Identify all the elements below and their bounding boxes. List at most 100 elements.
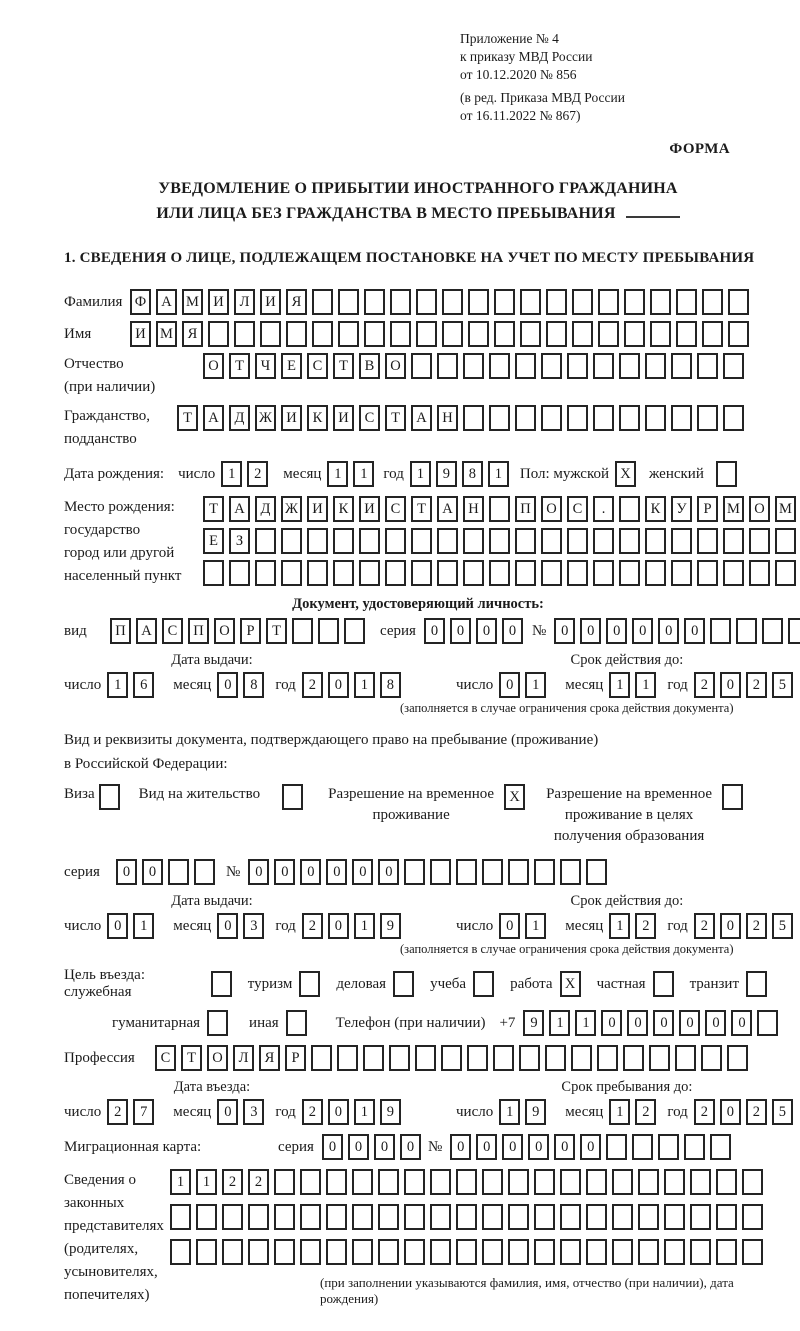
char-cell[interactable] [437,353,458,379]
char-cell[interactable] [292,618,313,644]
char-cell[interactable] [749,528,770,554]
char-cell[interactable] [326,1169,347,1195]
char-cell[interactable] [534,1169,555,1195]
char-cell[interactable]: М [156,321,177,347]
char-cell[interactable]: 0 [719,913,741,939]
char-cell[interactable] [650,321,671,347]
char-cell[interactable] [378,1169,399,1195]
char-cell[interactable] [404,859,426,885]
char-cell[interactable] [723,560,744,586]
char-cell[interactable]: В [359,353,380,379]
char-cell[interactable] [716,1204,737,1230]
char-cell[interactable] [560,1204,581,1230]
char-cell[interactable]: 1 [221,461,243,487]
char-cell[interactable]: 2 [693,672,715,698]
char-cell[interactable] [597,1045,618,1071]
char-cell[interactable] [515,405,536,431]
char-cell[interactable] [170,1239,191,1265]
char-cell[interactable]: 9 [379,913,401,939]
char-cell[interactable]: 1 [525,672,547,698]
char-cell[interactable]: К [333,496,354,522]
char-cell[interactable]: П [188,618,209,644]
char-cell[interactable] [762,618,784,644]
char-cell[interactable] [619,353,640,379]
char-cell[interactable]: О [207,1045,228,1071]
char-cell[interactable]: У [671,496,692,522]
char-cell[interactable] [697,353,718,379]
char-cell[interactable] [649,1045,670,1071]
char-cell[interactable] [586,859,608,885]
char-cell[interactable]: 1 [196,1169,217,1195]
char-cell[interactable] [572,289,593,315]
char-cell[interactable] [489,353,510,379]
char-cell[interactable]: 0 [658,618,680,644]
char-cell[interactable] [389,1045,410,1071]
char-cell[interactable] [344,618,365,644]
char-cell[interactable] [546,321,567,347]
char-cell[interactable]: 0 [719,1099,741,1125]
char-cell[interactable]: Я [259,1045,280,1071]
char-cell[interactable] [638,1239,659,1265]
char-cell[interactable]: 8 [243,672,265,698]
char-cell[interactable] [467,1045,488,1071]
char-cell[interactable] [534,1204,555,1230]
char-cell[interactable]: 8 [461,461,483,487]
char-cell[interactable] [697,528,718,554]
char-cell[interactable]: Д [255,496,276,522]
char-cell[interactable] [234,321,255,347]
char-cell[interactable]: 1 [409,461,431,487]
char-cell[interactable]: 0 [499,913,521,939]
char-cell[interactable]: И [260,289,281,315]
char-cell[interactable] [619,528,640,554]
char-cell[interactable]: 0 [300,859,322,885]
char-cell[interactable] [390,321,411,347]
char-cell[interactable]: Н [463,496,484,522]
char-cell[interactable]: М [723,496,744,522]
char-cell[interactable] [390,289,411,315]
char-cell[interactable] [300,1204,321,1230]
char-cell[interactable] [282,784,304,810]
char-cell[interactable] [473,971,495,997]
char-cell[interactable]: 0 [321,1134,343,1160]
char-cell[interactable] [664,1204,685,1230]
char-cell[interactable]: 1 [327,461,349,487]
char-cell[interactable] [710,618,732,644]
char-cell[interactable] [638,1169,659,1195]
char-cell[interactable]: З [229,528,250,554]
char-cell[interactable] [300,1239,321,1265]
char-cell[interactable]: 0 [580,618,602,644]
char-cell[interactable] [736,618,758,644]
char-cell[interactable] [508,1169,529,1195]
char-cell[interactable] [98,784,120,810]
char-cell[interactable]: 2 [745,913,767,939]
char-cell[interactable]: И [307,496,328,522]
char-cell[interactable] [456,1169,477,1195]
char-cell[interactable] [260,321,281,347]
char-cell[interactable]: 2 [745,1099,767,1125]
char-cell[interactable]: 1 [487,461,509,487]
char-cell[interactable] [338,289,359,315]
char-cell[interactable]: И [130,321,151,347]
char-cell[interactable] [632,1134,654,1160]
char-cell[interactable]: 1 [549,1010,571,1036]
char-cell[interactable]: С [359,405,380,431]
char-cell[interactable]: К [307,405,328,431]
char-cell[interactable] [560,1169,581,1195]
char-cell[interactable] [364,289,385,315]
char-cell[interactable]: 0 [679,1010,701,1036]
char-cell[interactable]: 9 [379,1099,401,1125]
char-cell[interactable]: А [229,496,250,522]
char-cell[interactable]: 0 [554,1134,576,1160]
char-cell[interactable] [541,528,562,554]
char-cell[interactable]: И [208,289,229,315]
char-cell[interactable] [702,289,723,315]
char-cell[interactable] [619,405,640,431]
char-cell[interactable] [671,528,692,554]
char-cell[interactable] [482,1204,503,1230]
char-cell[interactable]: 1 [499,1099,521,1125]
char-cell[interactable]: 1 [353,461,375,487]
char-cell[interactable]: 2 [301,1099,323,1125]
char-cell[interactable]: О [541,496,562,522]
char-cell[interactable]: Т [333,353,354,379]
char-cell[interactable] [286,321,307,347]
